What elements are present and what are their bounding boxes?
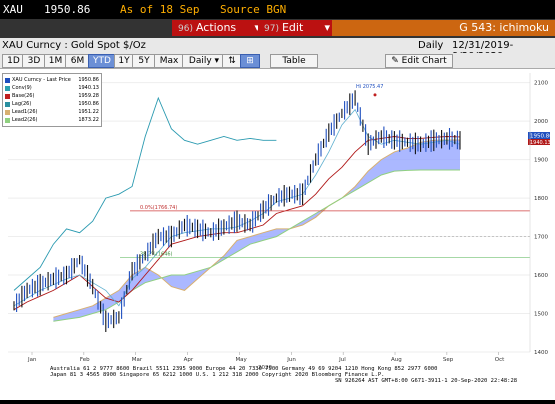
legend-swatch [5,86,10,91]
menu-bar: 96)Actions ▾ 97)Edit ▾ G 543: ichimoku [0,19,555,38]
legend-item[interactable]: Base(26) 1959.28 [5,93,99,100]
x-tick-label: Feb [80,357,90,363]
edit-number: 97) [264,24,279,34]
legend-value: 1951.22 [78,109,99,115]
price-tag-bg [528,132,550,140]
x-tick-label: Jun [286,357,296,363]
footer-line-3: SN 926264 AST GMT+8:00 G671-3911-1 20-Se… [335,378,518,384]
y-tick-label: 1800 [534,196,548,202]
legend-name: Lag(26) [12,101,32,107]
y-tick-label: 1500 [534,312,548,318]
chart-legend[interactable]: XAU Curncy - Last Price 1950.86 Conv(9) 194… [2,73,102,127]
edit-menu[interactable]: 97) Edit ▾ [258,20,334,36]
ichimoku-cloud [53,140,461,322]
lead1-line [53,139,460,318]
actions-number: 96) [178,24,193,34]
price-tag-bg-2 [528,139,550,146]
footer: Australia 61 2 9777 8600 Brazil 5511 239… [0,366,555,400]
edit-chart-button[interactable]: ✎ Edit Chart [385,54,453,68]
legend-item[interactable]: Lead1(26) 1951.22 [5,109,99,116]
range-button-5y[interactable]: 5Y [132,54,156,68]
security-bar: XAU Curncy : Gold Spot $/Oz Daily 12/31/… [0,38,555,62]
x-tick-label: Oct [495,357,505,363]
actions-menu[interactable]: 96)Actions ▾ [172,20,264,36]
range-button-1m[interactable]: 1M [44,54,67,68]
chevron-down-icon: ▾ [254,20,260,36]
legend-swatch [5,102,10,107]
compare-icon[interactable]: ⇅ [222,54,242,68]
footer-line-1: Australia 61 2 9777 8600 Brazil 5511 239… [50,366,438,372]
actions-label: Actions [195,21,237,34]
range-button-3d[interactable]: 3D [22,54,46,68]
edit-label: Edit [281,21,304,34]
footer-line-2: Japan 81 3 4565 8900 Singapore 65 6212 1… [50,372,385,378]
legend-item[interactable]: Conv(9) 1940.13 [5,85,99,92]
legend-name: Lead1(26) [12,109,38,115]
legend-value: 1940.13 [78,85,99,91]
second-price-tag: 1940.13 [530,140,551,146]
range-button-ytd[interactable]: YTD [88,54,116,68]
x-year-label: 2020 [258,365,272,371]
legend-item[interactable]: Lead2(26) 1873.22 [5,117,99,124]
legend-swatch [5,78,10,83]
high-marker [373,93,377,97]
x-tick-label: Mar [132,357,143,363]
x-tick-label: Apr [184,357,194,363]
ticker: XAU [3,3,23,16]
range-button-6m[interactable]: 6M [65,54,90,68]
last-price-tag: 1950.86 [530,134,553,140]
legend-item[interactable]: XAU Curncy - Last Price 1950.86 [5,77,99,84]
x-tick-label: Jan [27,357,37,363]
function-tab[interactable]: G 543: ichimoku [332,20,555,36]
legend-swatch [5,118,10,123]
function-label: G 543: ichimoku [459,21,549,34]
legend-name: Base(26) [12,93,35,99]
range-button-1y[interactable]: 1Y [114,54,134,68]
y-tick-label: 1400 [534,350,548,356]
chart-svg: 1400 1500 1600 1700 1800 1900 2000 2100 Jan Feb Ma… [8,73,553,371]
security-name: XAU Curncy : Gold Spot $/Oz [2,40,146,51]
lag-line [13,96,277,291]
range-button-max[interactable]: Max [154,54,184,68]
y-tick-label: 2100 [534,81,548,87]
y-tick-label: 1900 [534,158,548,164]
x-tick-label: Jul [338,357,346,363]
x-tick-label: Aug [391,357,402,363]
base-line [13,136,461,311]
last-price: 1950.86 [44,3,91,16]
legend-value: 1950.86 [78,101,99,107]
source: Source BGN [220,3,287,16]
y-tick-label: 1600 [534,273,548,279]
fib-0-label: 0.0%(1766.74) [140,205,177,211]
period-label: Daily [418,40,444,51]
table-button[interactable]: Table [270,54,318,68]
x-tick-label: Sep [443,357,454,363]
fib-382-label: 38.2%(1646) [140,251,173,257]
chart-type-icon[interactable]: ⊞ [240,54,260,68]
legend-value: 1959.28 [78,93,99,99]
top-bar: XAU 1950.86 As of 18 Sep Source BGN [0,0,555,19]
chevron-down-icon: ▾ [324,21,330,34]
high-label: Hi 2075.47 [356,84,383,90]
legend-value: 1873.22 [78,117,99,123]
legend-name: Conv(9) [12,85,32,91]
as-of-date: As of 18 Sep [120,3,200,16]
x-tick-label: May [235,357,247,363]
frequency-select[interactable]: Daily ▾ [182,54,226,68]
y-tick-label: 2000 [534,119,548,125]
legend-name: Lead2(26) [12,117,38,123]
legend-swatch [5,110,10,115]
legend-swatch [5,94,10,99]
legend-value: 1950.86 [78,77,99,83]
legend-name: XAU Curncy - Last Price [12,77,71,83]
y-tick-label: 1700 [534,235,548,241]
legend-item[interactable]: Lag(26) 1950.86 [5,101,99,108]
chart-toolbar: 1D 3D 1M 6M YTD 1Y 5Y Max Daily ▾ ⇅ ⊞ Table ✎ Edit C… [0,53,555,69]
